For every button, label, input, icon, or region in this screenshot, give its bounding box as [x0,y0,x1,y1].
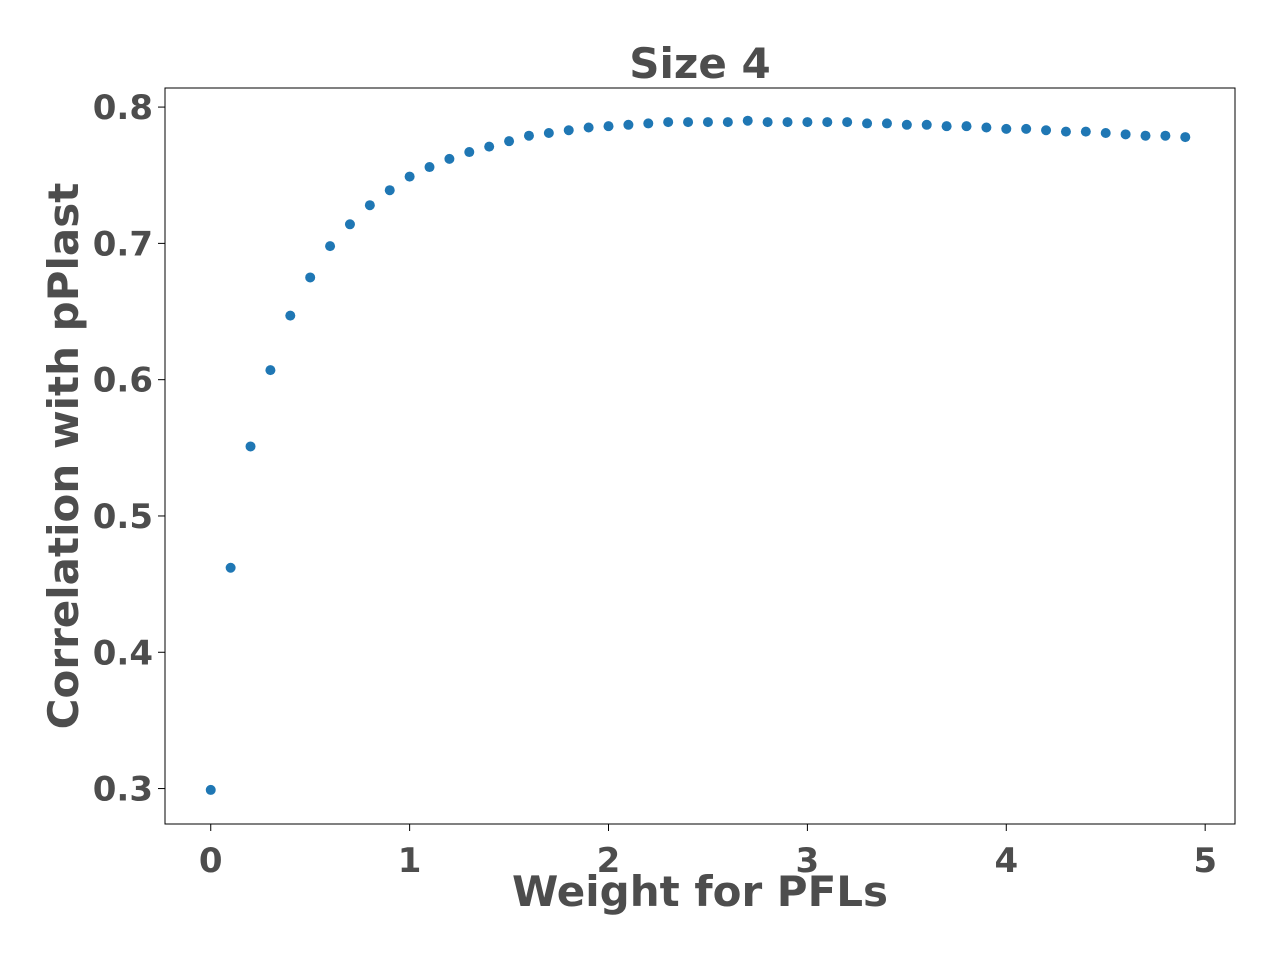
data-point [623,119,634,130]
data-point [504,136,515,147]
data-point [325,241,336,252]
data-point [245,441,256,452]
data-point [444,153,455,164]
data-point [1060,126,1071,137]
data-point [1080,126,1091,137]
data-point [762,117,773,128]
data-point [265,365,276,376]
x-axis-label: Weight for PFLs [512,867,888,916]
y-tick-label: 0.8 [93,88,153,128]
data-point [305,272,316,283]
plot-area-frame [164,87,1236,825]
data-point [643,118,654,129]
data-point [842,117,853,128]
data-point [1100,127,1111,138]
chart-title: Size 4 [629,39,770,88]
data-point [523,130,534,141]
data-point [782,117,793,128]
data-point [862,118,873,129]
data-point [464,147,475,158]
data-point [404,171,415,182]
data-point [384,185,395,196]
y-axis-label: Correlation with pPlast [39,183,88,730]
x-tick-label: 1 [398,841,422,881]
data-point [603,121,614,132]
data-point [822,117,833,128]
data-point [961,121,972,132]
data-point [722,117,733,128]
data-point [344,219,355,230]
y-tick-label: 0.3 [93,770,153,810]
y-tick-label: 0.7 [93,224,153,264]
data-point [941,121,952,132]
data-point [205,784,216,795]
data-point [1021,123,1032,134]
data-point [1160,130,1171,141]
y-tick-label: 0.4 [93,633,153,673]
data-point [484,141,495,152]
x-axis-ticks: 0 1 2 3 4 5 [199,824,1217,881]
data-point [1120,129,1131,140]
data-point [543,127,554,138]
data-point [1001,123,1012,134]
data-point [583,122,594,133]
data-point [1140,130,1151,141]
data-point [225,562,236,573]
data-point [921,119,932,130]
data-point [981,122,992,133]
data-points [205,115,1191,795]
data-point [663,117,674,128]
x-tick-label: 5 [1193,841,1217,881]
x-tick-label: 3 [796,841,820,881]
data-point [742,115,753,126]
data-point [424,162,435,173]
x-tick-label: 0 [199,841,223,881]
data-point [364,200,375,211]
data-point [1041,125,1052,136]
x-tick-label: 4 [994,841,1018,881]
data-point [802,117,813,128]
data-point [901,119,912,130]
data-point [683,117,694,128]
x-tick-label: 2 [597,841,621,881]
data-point [881,118,892,129]
y-tick-label: 0.5 [93,497,153,537]
y-tick-label: 0.6 [93,361,153,401]
data-point [563,125,574,136]
data-point [702,117,713,128]
data-point [285,310,296,321]
y-axis-ticks: 0.3 0.4 0.5 0.6 0.7 0.8 [93,88,165,810]
data-point [1180,132,1191,143]
